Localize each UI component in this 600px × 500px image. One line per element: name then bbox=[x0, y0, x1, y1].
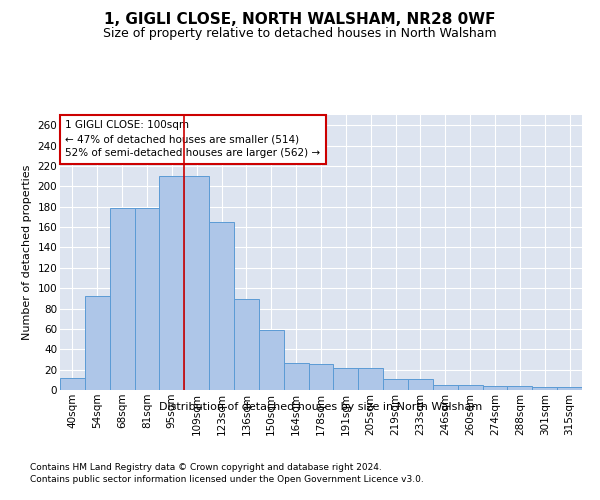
Text: Size of property relative to detached houses in North Walsham: Size of property relative to detached ho… bbox=[103, 28, 497, 40]
Bar bbox=[532, 387, 557, 390]
Text: 1 GIGLI CLOSE: 100sqm
← 47% of detached houses are smaller (514)
52% of semi-det: 1 GIGLI CLOSE: 100sqm ← 47% of detached … bbox=[65, 120, 320, 158]
Bar bbox=[433, 385, 458, 390]
Text: Contains public sector information licensed under the Open Government Licence v3: Contains public sector information licen… bbox=[30, 475, 424, 484]
Bar bbox=[358, 368, 383, 390]
Bar bbox=[209, 222, 234, 390]
Bar bbox=[508, 386, 532, 390]
Bar bbox=[284, 362, 308, 390]
Bar bbox=[458, 385, 482, 390]
Bar bbox=[184, 176, 209, 390]
Y-axis label: Number of detached properties: Number of detached properties bbox=[22, 165, 32, 340]
Bar bbox=[383, 379, 408, 390]
Bar bbox=[110, 208, 134, 390]
Bar bbox=[160, 176, 184, 390]
Text: Contains HM Land Registry data © Crown copyright and database right 2024.: Contains HM Land Registry data © Crown c… bbox=[30, 464, 382, 472]
Bar bbox=[334, 368, 358, 390]
Text: 1, GIGLI CLOSE, NORTH WALSHAM, NR28 0WF: 1, GIGLI CLOSE, NORTH WALSHAM, NR28 0WF bbox=[104, 12, 496, 28]
Bar bbox=[308, 364, 334, 390]
Bar bbox=[234, 300, 259, 390]
Bar bbox=[85, 296, 110, 390]
Bar bbox=[259, 330, 284, 390]
Bar bbox=[60, 378, 85, 390]
Bar bbox=[408, 379, 433, 390]
Bar bbox=[482, 386, 508, 390]
Text: Distribution of detached houses by size in North Walsham: Distribution of detached houses by size … bbox=[160, 402, 482, 412]
Bar bbox=[134, 208, 160, 390]
Bar bbox=[557, 387, 582, 390]
